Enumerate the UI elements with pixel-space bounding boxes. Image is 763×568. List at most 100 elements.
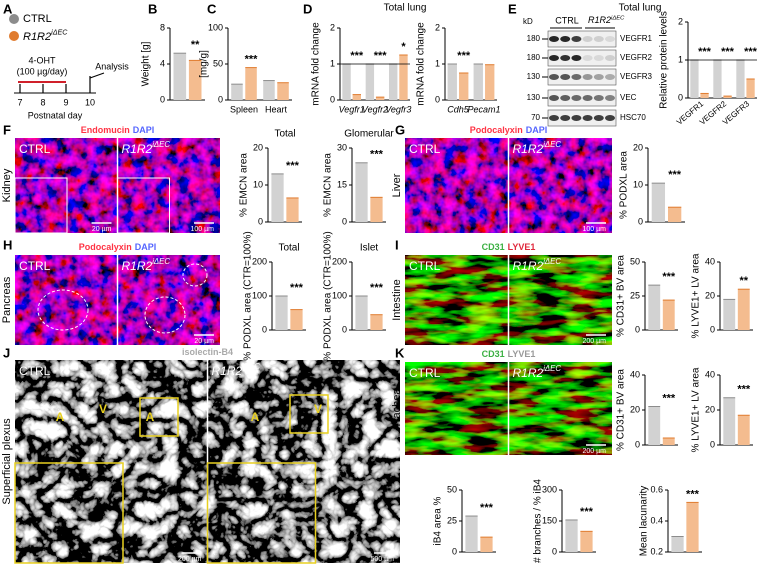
label: 70 xyxy=(531,113,540,122)
group-name: R1R2 xyxy=(122,259,153,273)
y-tick-label: 1 xyxy=(330,58,335,68)
y-axis-label: mRNA fold change xyxy=(311,22,322,106)
bar xyxy=(713,60,722,98)
label: 9 xyxy=(63,97,68,107)
significance: *** xyxy=(744,46,758,58)
y-axis-label: % LYVE1+ LV area xyxy=(691,367,702,452)
label: 20 µm xyxy=(92,226,112,233)
panel-header: Total lung xyxy=(619,3,662,14)
y-tick-label: 0 xyxy=(678,92,683,102)
y-tick-label: 0 xyxy=(258,216,263,226)
stain-name: isolectin-B4 xyxy=(182,347,233,357)
stain-name: DAPI xyxy=(526,125,548,135)
group-label: R1R2iΔEC xyxy=(513,364,562,380)
blot-band xyxy=(549,95,559,101)
group-label: R1R2iΔEC xyxy=(122,140,171,156)
y-tick-label: 25 xyxy=(447,515,457,525)
y-tick-label: 300 xyxy=(542,484,557,494)
bar xyxy=(389,64,398,100)
stain-name: Podocalyxin xyxy=(79,242,132,252)
stain-name: DAPI xyxy=(135,242,157,252)
bar xyxy=(648,285,661,330)
blot-band xyxy=(549,74,559,80)
bar xyxy=(342,64,351,100)
y-tick-label: 0 xyxy=(452,546,457,556)
y-tick-label: 0 xyxy=(342,216,347,226)
islet-outline xyxy=(144,296,186,334)
label: 200 µm xyxy=(583,338,607,345)
blot-band xyxy=(560,95,571,101)
blot-band xyxy=(593,36,604,42)
tissue-label: Pancreas xyxy=(1,276,13,323)
label: (100 µg/day) xyxy=(17,66,68,76)
y-tick-label: 2 xyxy=(435,22,440,32)
bar xyxy=(231,84,243,100)
label: 100 µm xyxy=(191,226,215,233)
y-tick-label: 0 xyxy=(552,546,557,556)
bar xyxy=(188,60,202,100)
bar xyxy=(648,406,661,445)
bar xyxy=(355,162,368,222)
y-tick-label: 0 xyxy=(638,216,643,226)
group-label: R1R2iΔEC xyxy=(212,362,261,378)
y-tick-label: 20 xyxy=(253,142,263,152)
bar xyxy=(662,300,675,330)
significance: *** xyxy=(370,282,384,294)
islet-outline xyxy=(37,289,89,331)
y-tick-label: 100 xyxy=(332,290,347,300)
y-tick-label: 20 xyxy=(705,290,715,300)
blot-band xyxy=(593,115,604,121)
x-tick-label: Vegfr1 xyxy=(339,104,365,114)
group-name: R1R2 xyxy=(122,142,153,156)
label: 20 µm xyxy=(194,338,214,345)
y-tick-label: 200 xyxy=(332,256,347,266)
y-tick-label: 200 xyxy=(252,256,267,266)
bar xyxy=(275,296,288,330)
y-tick-label: 50 xyxy=(213,58,223,68)
inset-box xyxy=(117,177,170,234)
group-label: R1R2iΔEC xyxy=(588,15,625,25)
label: CTRL xyxy=(19,259,51,273)
blot-band xyxy=(549,55,559,61)
bar xyxy=(746,79,755,98)
blot-band xyxy=(571,55,582,61)
bar xyxy=(662,438,675,445)
y-tick-label: 0 xyxy=(635,439,640,449)
y-tick-label: 100 xyxy=(252,290,267,300)
tissue-label: Intestine xyxy=(391,279,403,321)
bar xyxy=(355,296,368,330)
label: VEGFR2 xyxy=(620,53,653,62)
y-tick-label: 0 xyxy=(160,94,165,104)
y-axis-label: % PODXL area (CTR=100%) xyxy=(323,231,334,360)
bar xyxy=(365,64,375,100)
blot-band xyxy=(593,74,604,80)
chart-title: Islet xyxy=(360,243,379,254)
group-superscript: iΔEC xyxy=(543,364,561,373)
blot-band xyxy=(605,95,615,101)
blot-band xyxy=(560,55,571,61)
y-tick-label: 0 xyxy=(262,324,267,334)
bar xyxy=(480,537,493,552)
y-tick-label: 2 xyxy=(330,22,335,32)
y-tick-label: 2 xyxy=(678,16,683,26)
blot-band xyxy=(593,55,604,61)
bar xyxy=(686,502,699,552)
significance: *** xyxy=(662,392,676,404)
bar xyxy=(737,415,750,445)
y-tick-label: 20 xyxy=(630,404,640,414)
significance: *** xyxy=(668,169,682,181)
y-tick-label: 40 xyxy=(705,256,715,266)
label: 10 xyxy=(85,97,95,107)
bar xyxy=(271,173,284,222)
x-tick-label: Spleen xyxy=(230,104,258,114)
y-axis-label: iB4 area % xyxy=(433,496,444,545)
label: kD xyxy=(523,17,533,26)
bar xyxy=(737,289,750,330)
label: CTRL xyxy=(409,142,441,156)
blot-band xyxy=(582,74,593,80)
legend-label: CTRL xyxy=(23,13,52,25)
bar xyxy=(399,55,408,100)
stain-name: Endomucin xyxy=(81,125,130,135)
label: CTRL xyxy=(19,142,51,156)
